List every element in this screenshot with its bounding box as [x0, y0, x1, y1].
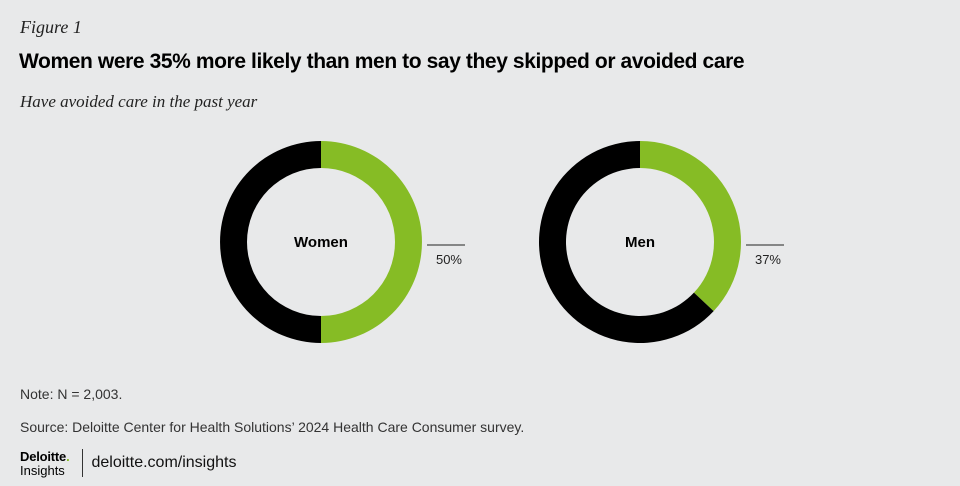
chart-title: Women were 35% more likely than men to s… [19, 50, 745, 73]
logo-subtitle: Insights [20, 462, 65, 478]
donut-chart-men: 37% Men [538, 141, 784, 343]
footer-divider [81, 449, 83, 477]
data-label: 37% [755, 252, 781, 267]
note-text: Note: N = 2,003. [20, 386, 123, 402]
donut-slice-37pct [640, 141, 741, 312]
chart-subtitle: Have avoided care in the past year [20, 92, 258, 111]
deloitte-insights-logo: Deloitte. Insights [20, 450, 70, 477]
donut-slice-remainder [538, 141, 714, 343]
logo-dot: . [66, 448, 70, 464]
figure-label: Figure 1 [20, 17, 82, 37]
footer-link[interactable]: deloitte.com/insights [91, 454, 237, 471]
donut-slice-remainder [220, 141, 321, 343]
donut-center-label: Men [625, 234, 655, 251]
donut-slice-50pct [321, 141, 422, 343]
donut-chart-women: 50% Women [220, 141, 465, 343]
data-label: 50% [436, 252, 462, 267]
source-text: Source: Deloitte Center for Health Solut… [20, 419, 525, 435]
footer: Deloitte. Insights deloitte.com/insights [20, 449, 236, 477]
donut-center-label: Women [294, 234, 348, 251]
logo-wordmark: Deloitte [20, 448, 67, 464]
